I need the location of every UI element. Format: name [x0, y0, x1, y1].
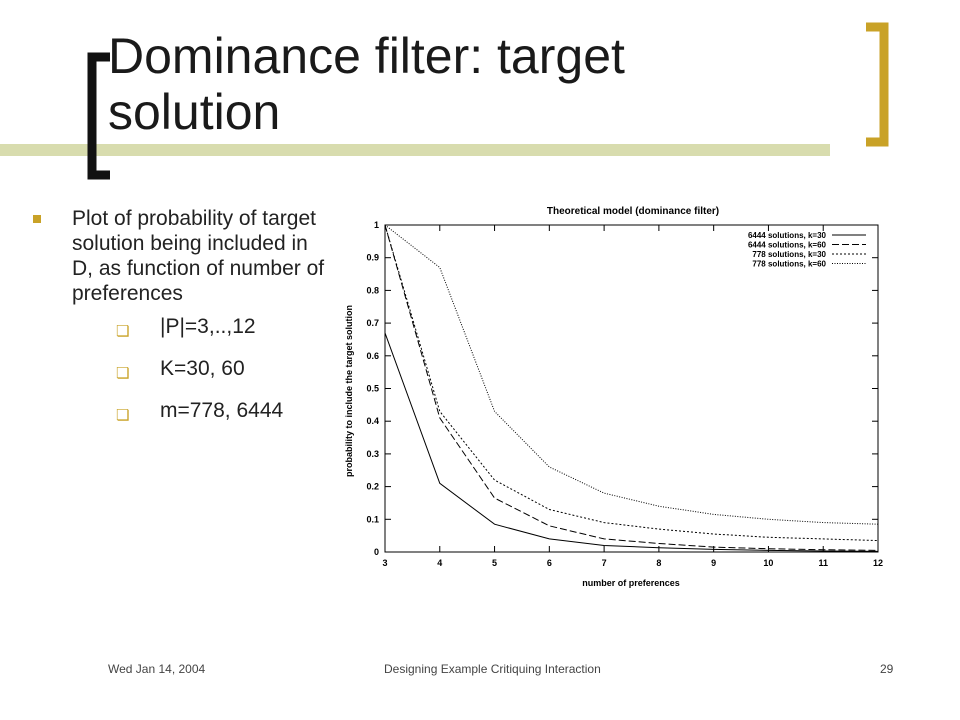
- series-line-2: [384, 224, 879, 551]
- hollow-square-bullet-icon: ❏: [116, 322, 130, 340]
- slide-title-line2: solution: [108, 84, 281, 140]
- main-bullet-text: Plot of probability of target solution b…: [72, 207, 325, 305]
- main-bullet: Plot of probability of target solution b…: [32, 206, 332, 440]
- y-tick-label: 0.8: [366, 285, 379, 295]
- legend-label: 6444 solutions, k=60: [748, 241, 827, 250]
- series-line-1: [384, 332, 879, 552]
- left-bracket: [87, 52, 110, 180]
- title-decoration: [0, 22, 889, 180]
- sub-bullet-text: |P|=3,..,12: [160, 315, 256, 338]
- slide-title-line1: Dominance filter: target: [108, 28, 625, 84]
- footer-date: Wed Jan 14, 2004: [108, 662, 206, 676]
- y-tick-label: 0.7: [366, 318, 379, 328]
- x-tick-label: 8: [656, 558, 661, 568]
- sub-bullet-text: m=778, 6444: [160, 399, 284, 422]
- series-line-3: [384, 224, 879, 542]
- x-tick-label: 3: [382, 558, 387, 568]
- plot-frame: [384, 224, 879, 553]
- footer-title: Designing Example Critiquing Interaction: [384, 662, 601, 676]
- sub-bullet: ❏ K=30, 60: [72, 356, 332, 398]
- page-number: 29: [880, 662, 894, 676]
- x-axis-label: number of preferences: [582, 578, 680, 588]
- hollow-square-bullet-icon: ❏: [116, 364, 130, 382]
- title-underline-bar: [0, 144, 830, 156]
- legend-label: 778 solutions, k=30: [752, 250, 826, 259]
- y-tick-label: 0.5: [366, 384, 379, 394]
- sub-bullet-text: K=30, 60: [160, 357, 245, 380]
- x-tick-label: 11: [818, 558, 828, 568]
- sub-bullet: ❏ |P|=3,..,12: [72, 314, 332, 356]
- x-tick-label: 5: [492, 558, 497, 568]
- bullet-list: Plot of probability of target solution b…: [32, 206, 332, 440]
- y-tick-label: 0.1: [366, 514, 379, 524]
- chart-title: Theoretical model (dominance filter): [547, 206, 719, 217]
- y-tick-label: 0.3: [366, 449, 379, 459]
- legend-label: 6444 solutions, k=30: [748, 231, 827, 240]
- probability-chart: Theoretical model (dominance filter) num…: [344, 206, 883, 588]
- hollow-square-bullet-icon: ❏: [116, 406, 130, 424]
- x-tick-label: 10: [763, 558, 773, 568]
- series-line-4: [384, 224, 879, 525]
- chart-container: Theoretical model (dominance filter) num…: [338, 196, 898, 596]
- y-tick-label: 0.2: [366, 482, 379, 492]
- square-bullet-icon: [33, 215, 41, 223]
- y-tick-label: 1: [374, 220, 379, 230]
- y-tick-label: 0: [374, 547, 379, 557]
- sub-bullet: ❏ m=778, 6444: [72, 398, 332, 440]
- x-tick-label: 7: [602, 558, 607, 568]
- y-tick-label: 0.6: [366, 351, 379, 361]
- y-tick-label: 0.9: [366, 253, 379, 263]
- x-tick-label: 12: [873, 558, 883, 568]
- y-tick-label: 0.4: [366, 416, 379, 426]
- right-bracket: [866, 22, 889, 147]
- y-axis-label: probability to include the target soluti…: [344, 305, 354, 477]
- x-tick-label: 9: [711, 558, 716, 568]
- x-tick-label: 6: [547, 558, 552, 568]
- x-tick-label: 4: [437, 558, 442, 568]
- slide-title: Dominance filter: target solution: [108, 28, 848, 140]
- sub-bullet-list: ❏ |P|=3,..,12 ❏ K=30, 60 ❏ m=778, 6444: [72, 314, 332, 440]
- legend-label: 778 solutions, k=60: [752, 260, 826, 269]
